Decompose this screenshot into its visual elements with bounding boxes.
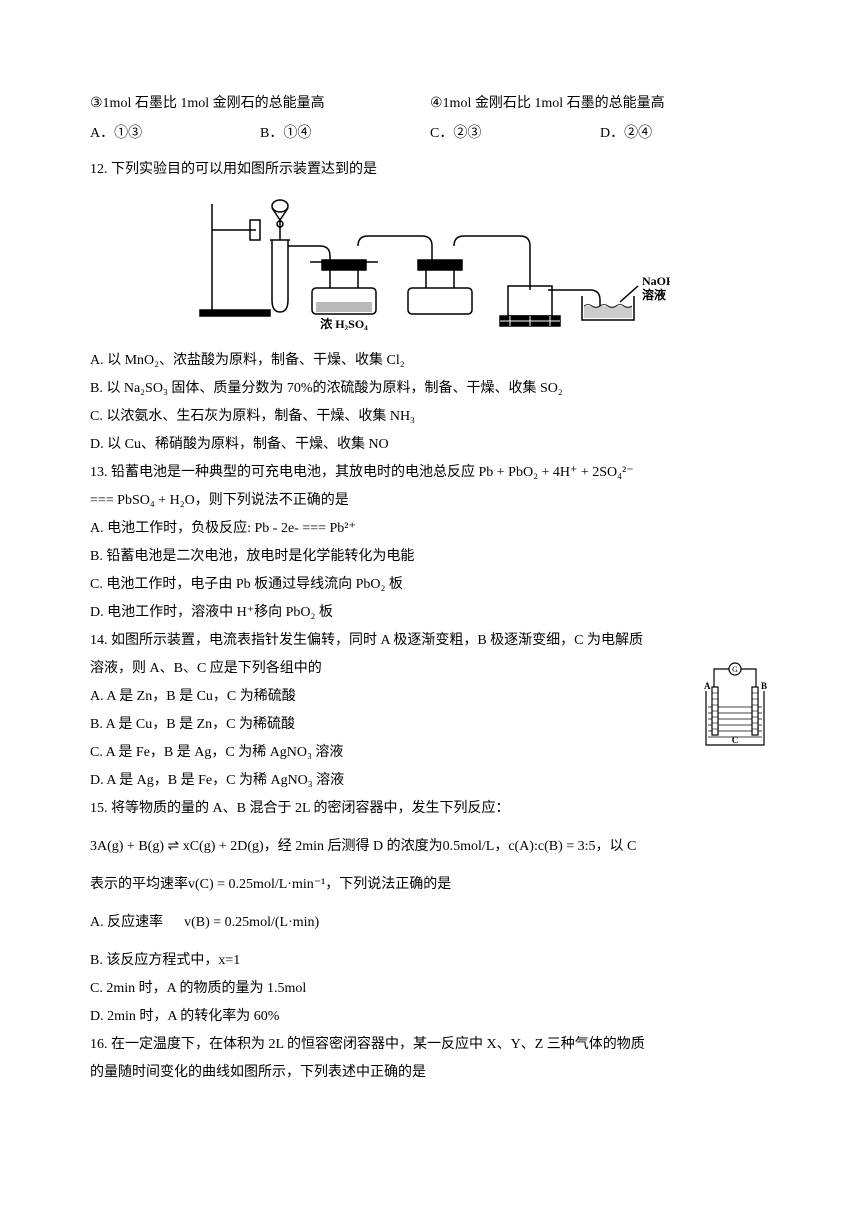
opt-d: D．②④: [600, 120, 770, 148]
q14: 14. 如图所示装置，电流表指针发生偏转，同时 A 极逐渐变粗，B 极逐渐变细，…: [90, 627, 770, 795]
q16-stem-2: 的量随时间变化的曲线如图所示，下列表述中正确的是: [90, 1059, 770, 1087]
q14-stem-1: 14. 如图所示装置，电流表指针发生偏转，同时 A 极逐渐变粗，B 极逐渐变细，…: [90, 627, 770, 655]
prev-statements: ③1mol 石墨比 1mol 金刚石的总能量高 ④1mol 金刚石比 1mol …: [90, 90, 770, 118]
label-solution: 溶液: [642, 287, 666, 302]
q14-A: A. A 是 Zn，B 是 Cu，C 为稀硫酸: [90, 683, 692, 711]
q15-D: D. 2min 时，A 的转化率为 60%: [90, 1003, 770, 1031]
stmt-4: ④1mol 金刚石比 1mol 石墨的总能量高: [430, 90, 770, 118]
q14-figure: G A: [700, 661, 770, 762]
q12-stem: 12. 下列实验目的可以用如图所示装置达到的是: [90, 156, 770, 184]
label-a: A: [704, 681, 711, 691]
q14-C: C. A 是 Fe，B 是 Ag，C 为稀 AgNO₃ 溶液: [90, 739, 692, 767]
q15-stem-1: 15. 将等物质的量的 A、B 混合于 2L 的密闭容器中，发生下列反应：: [90, 795, 770, 823]
q16: 16. 在一定温度下，在体积为 2L 的恒容密闭容器中，某一反应中 X、Y、Z …: [90, 1031, 770, 1087]
q15-stem-2: 表示的平均速率v(C) = 0.25mol/L·min⁻¹，下列说法正确的是: [90, 871, 770, 899]
q15-eq-1: 3A(g) + B(g) ⇌ xC(g) + 2D(g)，经 2min 后测得 …: [90, 833, 770, 861]
label-b: B: [761, 681, 767, 691]
q13-stem-2: === PbSO₄ + H₂O，则下列说法不正确的是: [90, 487, 770, 515]
q12-C: C. 以浓氨水、生石灰为原料，制备、干燥、收集 NH₃: [90, 403, 770, 431]
label-c: C: [732, 735, 739, 745]
q13-stem-1: 13. 铅蓄电池是一种典型的可充电电池，其放电时的电池总反应 Pb + PbO₂…: [90, 459, 770, 487]
q12-D: D. 以 Cu、稀硝酸为原料，制备、干燥、收集 NO: [90, 431, 770, 459]
label-g: G: [732, 665, 738, 674]
q15-A-pre: A. 反应速率: [90, 915, 163, 930]
q14-B: B. A 是 Cu，B 是 Zn，C 为稀硫酸: [90, 711, 692, 739]
q12-B: B. 以 Na₂SO₃ 固体、质量分数为 70%的浓硫酸为原料，制备、干燥、收集…: [90, 375, 770, 403]
stmt-3: ③1mol 石墨比 1mol 金刚石的总能量高: [90, 90, 430, 118]
opt-c: C．②③: [430, 120, 600, 148]
label-naoh: NaOH: [642, 274, 670, 288]
prev-options: A．①③ B．①④ C．②③ D．②④: [90, 120, 770, 148]
q13: 13. 铅蓄电池是一种典型的可充电电池，其放电时的电池总反应 Pb + PbO₂…: [90, 459, 770, 627]
q14-D: D. A 是 Ag，B 是 Fe，C 为稀 AgNO₃ 溶液: [90, 767, 692, 795]
q12: 12. 下列实验目的可以用如图所示装置达到的是: [90, 156, 770, 459]
q16-stem-1: 16. 在一定温度下，在体积为 2L 的恒容密闭容器中，某一反应中 X、Y、Z …: [90, 1031, 770, 1059]
q13-D: D. 电池工作时，溶液中 H⁺移向 PbO₂ 板: [90, 599, 770, 627]
q15-C: C. 2min 时，A 的物质的量为 1.5mol: [90, 975, 770, 1003]
electrolysis-cell-svg: G A: [700, 661, 770, 751]
q12-A: A. 以 MnO₂、浓盐酸为原料，制备、干燥、收集 Cl₂: [90, 347, 770, 375]
q15-A-eq: v(B) = 0.25mol/(L·min): [184, 915, 319, 930]
q15-A: A. 反应速率 v(B) = 0.25mol/(L·min): [90, 909, 770, 937]
q15-B: B. 该反应方程式中，x=1: [90, 947, 770, 975]
q13-C: C. 电池工作时，电子由 Pb 板通过导线流向 PbO₂ 板: [90, 571, 770, 599]
q15: 15. 将等物质的量的 A、B 混合于 2L 的密闭容器中，发生下列反应： 3A…: [90, 795, 770, 1031]
q13-B: B. 铅蓄电池是二次电池，放电时是化学能转化为电能: [90, 543, 770, 571]
q13-A: A. 电池工作时，负极反应: Pb - 2e- === Pb²⁺: [90, 515, 770, 543]
q14-stem-2: 溶液，则 A、B、C 应是下列各组中的: [90, 655, 692, 683]
apparatus-svg: 浓 H₂SO₄: [190, 190, 670, 330]
label-h2so4: 浓 H₂SO₄: [320, 316, 368, 330]
opt-b: B．①④: [260, 120, 430, 148]
q12-apparatus-diagram: 浓 H₂SO₄: [90, 190, 770, 341]
opt-a: A．①③: [90, 120, 260, 148]
